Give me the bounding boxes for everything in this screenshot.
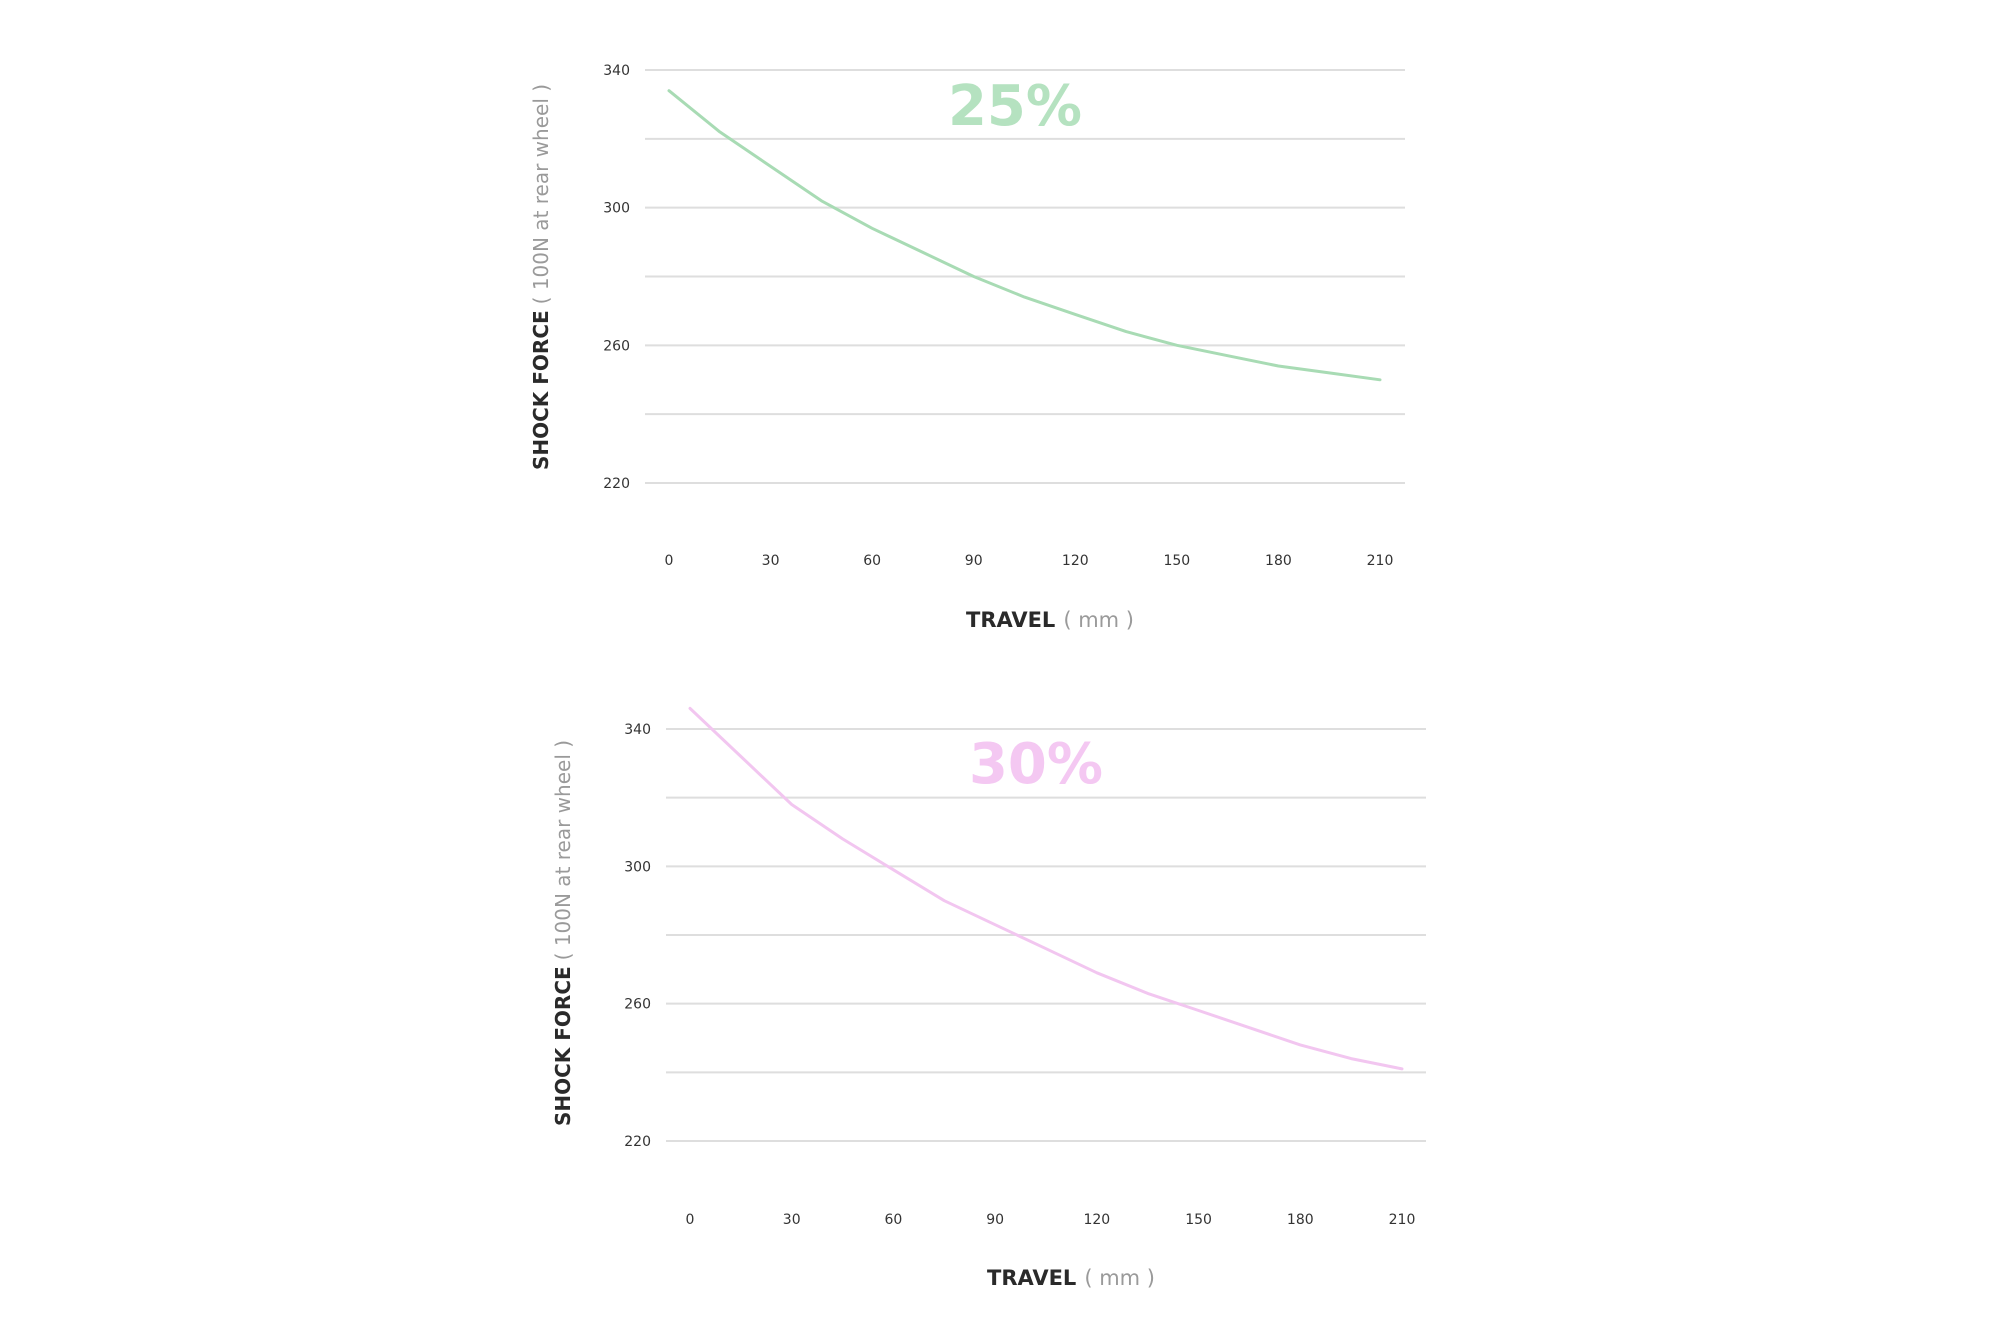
y-axis-label-main: SHOCK FORCE [551,966,575,1126]
x-tick-label: 90 [986,1212,1004,1228]
x-tick-label: 150 [1163,553,1190,569]
series-line [688,706,1404,1071]
x-tick-label: 0 [686,1212,695,1228]
x-tick-label: 60 [863,553,881,569]
y-tick-label: 340 [603,63,630,79]
x-tick-label: 150 [1185,1212,1212,1228]
y-axis-label: SHOCK FORCE ( 100N at rear wheel ) [551,740,575,1126]
x-tick-label: 30 [783,1212,801,1228]
y-tick-label: 260 [603,338,630,354]
y-tick-label: 220 [624,1134,651,1150]
series-line [667,89,1382,382]
x-axis-label-unit: ( mm ) [1084,1266,1155,1290]
x-axis-label: TRAVEL ( mm ) [987,1266,1155,1290]
chart-title: 30% [969,732,1103,797]
chart-title: 25% [948,74,1082,139]
y-tick-label: 220 [603,476,630,492]
y-tick-label: 340 [624,722,651,738]
y-axis-label: SHOCK FORCE ( 100N at rear wheel ) [529,84,553,470]
x-tick-label: 60 [885,1212,903,1228]
x-tick-label: 180 [1287,1212,1314,1228]
y-tick-label: 300 [603,201,630,217]
x-tick-label: 120 [1083,1212,1110,1228]
chart-panel-2: 340 300 260 220 0 30 60 90 120 150 180 210 30% TRAVEL… [551,706,1426,1290]
chart-panel-1: 340 300 260 220 0 30 60 90 120 150 180 210 25% TRAVEL… [529,63,1405,632]
y-axis-label-main: SHOCK FORCE [529,310,553,470]
y-tick-label: 300 [624,859,651,875]
x-tick-label: 210 [1389,1212,1416,1228]
x-axis-label-main: TRAVEL [987,1266,1076,1290]
x-tick-label: 120 [1062,553,1089,569]
y-axis-label-unit: ( 100N at rear wheel ) [551,740,575,960]
x-axis-label-main: TRAVEL [966,608,1055,632]
x-tick-label: 180 [1265,553,1292,569]
x-axis-label-unit: ( mm ) [1063,608,1134,632]
x-tick-label: 30 [762,553,780,569]
x-tick-label: 210 [1367,553,1394,569]
y-axis-label-unit: ( 100N at rear wheel ) [529,84,553,304]
x-tick-label: 0 [665,553,674,569]
y-tick-label: 260 [624,997,651,1013]
x-axis-label: TRAVEL ( mm ) [966,608,1134,632]
x-tick-label: 90 [965,553,983,569]
